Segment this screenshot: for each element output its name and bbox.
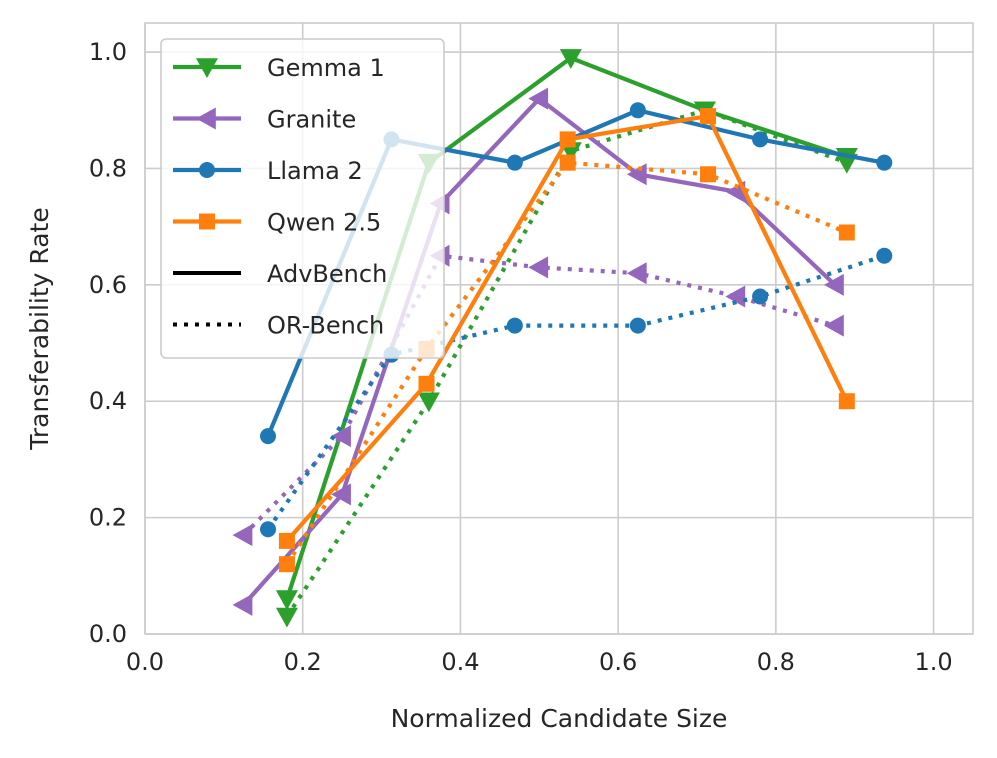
x-tick-label: 0.6 [599,648,637,676]
data-point-llama-2-advbench [506,154,523,171]
legend-marker [196,107,216,130]
data-point-gemma-1-or-bench [417,392,440,413]
data-point-granite-or-bench [824,314,844,337]
data-point-gemma-1-or-bench [835,153,858,174]
series-line-llama-2-or-bench [266,253,885,531]
data-point-llama-2-or-bench [260,521,277,538]
data-point-gemma-1-advbench [275,590,298,611]
legend-marker [199,162,215,178]
data-point-qwen-2-5-advbench [278,532,295,549]
y-tick-label: 0.6 [89,271,127,299]
legend-label: AdvBench [267,260,387,288]
data-point-llama-2-or-bench [752,288,769,305]
y-axis-label: Transferability Rate [25,207,54,450]
legend: Gemma 1 Granite Llama 2 Qwen 2.5 AdvBench OR-… [160,38,445,359]
legend-box [160,38,445,359]
plot-frame [144,22,974,635]
legend-marker [199,213,215,230]
legend-label: Llama 2 [267,157,363,185]
data-point-granite-or-bench [331,425,351,448]
data-point-llama-2-advbench [752,131,769,148]
x-tick-label: 0.0 [126,648,164,676]
x-tick-label: 1.0 [914,648,952,676]
data-point-llama-2-advbench [629,102,646,119]
legend-marker [196,58,218,78]
data-point-qwen-2-5-advbench [700,108,717,125]
data-point-llama-2-or-bench [876,247,893,264]
data-point-qwen-2-5-or-bench [700,166,717,183]
data-point-qwen-2-5-or-bench [278,556,295,573]
tick-labels: 0.0 0.2 0.4 0.6 0.8 1.0 0.0 0.2 0.4 0.6 0.8 1.0 [89,38,953,676]
data-point-qwen-2-5-advbench [418,375,435,392]
y-tick-label: 0.0 [89,620,127,648]
x-tick-label: 0.4 [441,648,479,676]
data-point-granite-advbench [528,87,549,110]
data-point-gemma-1-advbench [559,49,582,69]
data-point-granite-advbench [331,483,351,506]
series-qwen-2-5-or-bench [278,154,855,573]
x-tick-label: 0.2 [284,648,322,676]
legend-label: Gemma 1 [267,54,385,82]
data-point-granite-or-bench [232,524,253,547]
legend-label: Granite [267,106,356,134]
data-point-llama-2-or-bench [506,317,523,334]
y-tick-label: 0.2 [89,504,127,532]
data-point-qwen-2-5-advbench [838,393,855,410]
data-point-granite-or-bench [725,285,746,308]
y-tick-label: 0.8 [89,154,127,182]
data-point-gemma-1-or-bench [275,607,298,628]
data-point-llama-2-or-bench [629,317,646,334]
legend-label: Qwen 2.5 [267,209,381,237]
data-point-granite-or-bench [626,262,647,285]
data-point-granite-advbench [824,273,844,296]
data-point-granite-advbench [232,593,253,616]
x-tick-label: 0.8 [757,648,795,676]
data-point-granite-or-bench [528,256,549,279]
y-tick-label: 1.0 [89,38,127,66]
x-axis-label: Normalized Candidate Size [391,704,728,733]
y-tick-label: 0.4 [89,387,127,415]
data-point-qwen-2-5-advbench [559,131,576,148]
series-qwen-2-5-advbench [278,108,855,549]
data-point-qwen-2-5-or-bench [838,224,855,241]
legend-label: OR-Bench [267,312,384,340]
data-point-llama-2-advbench [260,428,277,445]
data-point-llama-2-advbench [876,154,893,171]
data-point-qwen-2-5-or-bench [559,154,576,171]
